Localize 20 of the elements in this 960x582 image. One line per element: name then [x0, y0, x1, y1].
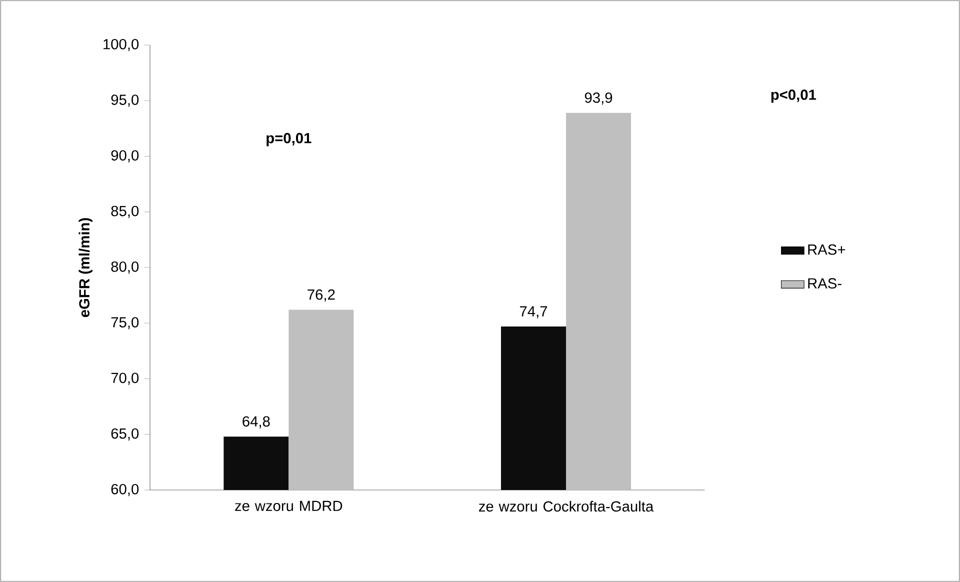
- legend-label: RAS-: [808, 278, 842, 289]
- x-tick-label: ze wzoru MDRD: [235, 500, 342, 512]
- y-tick-label: 95,0: [111, 94, 139, 107]
- y-tick-label: 75,0: [111, 317, 139, 330]
- data-label: 93,9: [584, 92, 612, 105]
- x-tick-label: ze wzoru Cockrofta-Gaulta: [478, 500, 654, 512]
- y-tick-label: 65,0: [111, 428, 139, 440]
- text: p<0,01: [771, 90, 816, 103]
- y-tick-label: 80,0: [111, 261, 139, 274]
- y-tick-label: 100,0: [104, 38, 139, 52]
- legend-label: RAS+: [808, 244, 846, 255]
- data-label: 76,2: [308, 289, 335, 302]
- data-label: 64,8: [242, 416, 270, 428]
- y-axis-title: eGFR (ml/min): [78, 218, 92, 318]
- annotation: p=0,01: [266, 132, 312, 146]
- data-label: 74,7: [520, 306, 548, 318]
- y-tick-label: 60,0: [111, 484, 139, 496]
- y-tick-label: 85,0: [111, 206, 139, 218]
- y-tick-label: 70,0: [111, 372, 139, 385]
- y-tick-label: 90,0: [111, 150, 139, 162]
